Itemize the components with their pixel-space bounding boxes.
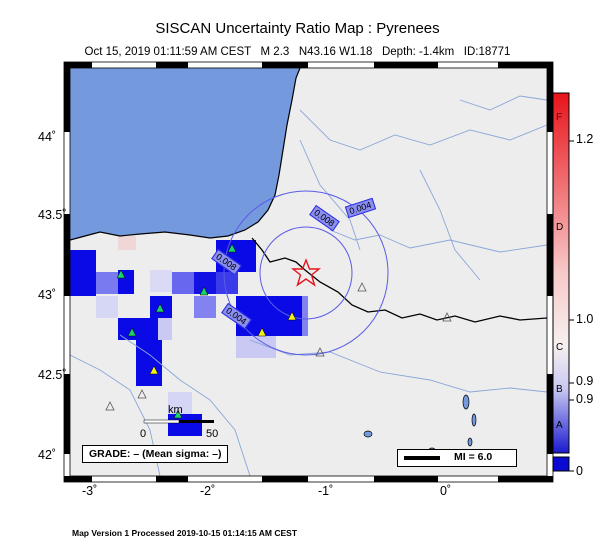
colorbar-letter: A [556, 420, 563, 431]
lon-label: -2˚ [200, 484, 216, 498]
mi-label: MI = 6.0 [454, 451, 493, 463]
colorbar-value: 0 [576, 464, 583, 478]
station-marker [199, 286, 209, 296]
station-marker [127, 327, 137, 337]
colorbar-letter: F [556, 112, 563, 123]
event-summary: Oct 15, 2019 01:11:59 AM CEST M 2.3 N43.… [84, 46, 511, 58]
colorbar-value: 1.0 [576, 312, 594, 326]
station-marker [105, 401, 115, 411]
stations [105, 243, 452, 419]
station-marker [149, 365, 159, 375]
colorbar-ticks [569, 140, 574, 472]
grade-box: GRADE: – (Mean sigma: –) [82, 445, 229, 463]
rivers [70, 95, 547, 476]
scale-end-label: 50 [206, 428, 219, 440]
mi-bar [404, 456, 440, 460]
station-marker [116, 269, 126, 279]
lat-label: 42˚ [38, 448, 57, 462]
map-title: SISCAN Uncertainty Ratio Map : Pyrenees [155, 20, 440, 37]
border-line [251, 237, 547, 323]
station-marker [137, 389, 147, 399]
colorbar [552, 92, 570, 454]
lat-label: 43.5˚ [38, 208, 67, 222]
station-marker [155, 303, 165, 313]
colorbar-letter: D [556, 222, 564, 233]
uncertainty-contours [223, 190, 389, 356]
station-marker [257, 327, 267, 337]
lat-label: 44˚ [38, 130, 57, 144]
colorbar-value: 0.9 [576, 374, 594, 388]
station-marker [357, 282, 367, 292]
coastline [70, 68, 301, 241]
station-marker [315, 347, 325, 357]
scale-unit-label: km [168, 404, 183, 416]
lon-label: -3˚ [82, 484, 98, 498]
scale-start-label: 0 [140, 428, 147, 440]
lon-label: 0˚ [440, 484, 452, 498]
station-marker [227, 243, 237, 253]
mi-legend: MI = 6.0 [397, 449, 517, 467]
map-area [70, 68, 547, 476]
colorbar-value: 1.2 [576, 132, 594, 146]
scale-bar [143, 419, 214, 424]
lat-label: 42.5˚ [38, 368, 67, 382]
colorbar-letter: C [556, 342, 564, 353]
colorbar-base [552, 456, 570, 472]
lon-label: -1˚ [318, 484, 334, 498]
frame-stripes [64, 62, 553, 482]
lat-label: 43˚ [38, 288, 57, 302]
station-marker [442, 312, 452, 322]
map-footer: Map Version 1 Processed 2019-10-15 01:14… [72, 528, 298, 538]
colorbar-letter: B [556, 384, 563, 395]
epicenter-star [291, 258, 321, 287]
sea-area [70, 68, 300, 240]
station-marker [173, 409, 183, 419]
station-marker [287, 311, 297, 321]
colorbar-value: 0.9 [576, 392, 594, 406]
